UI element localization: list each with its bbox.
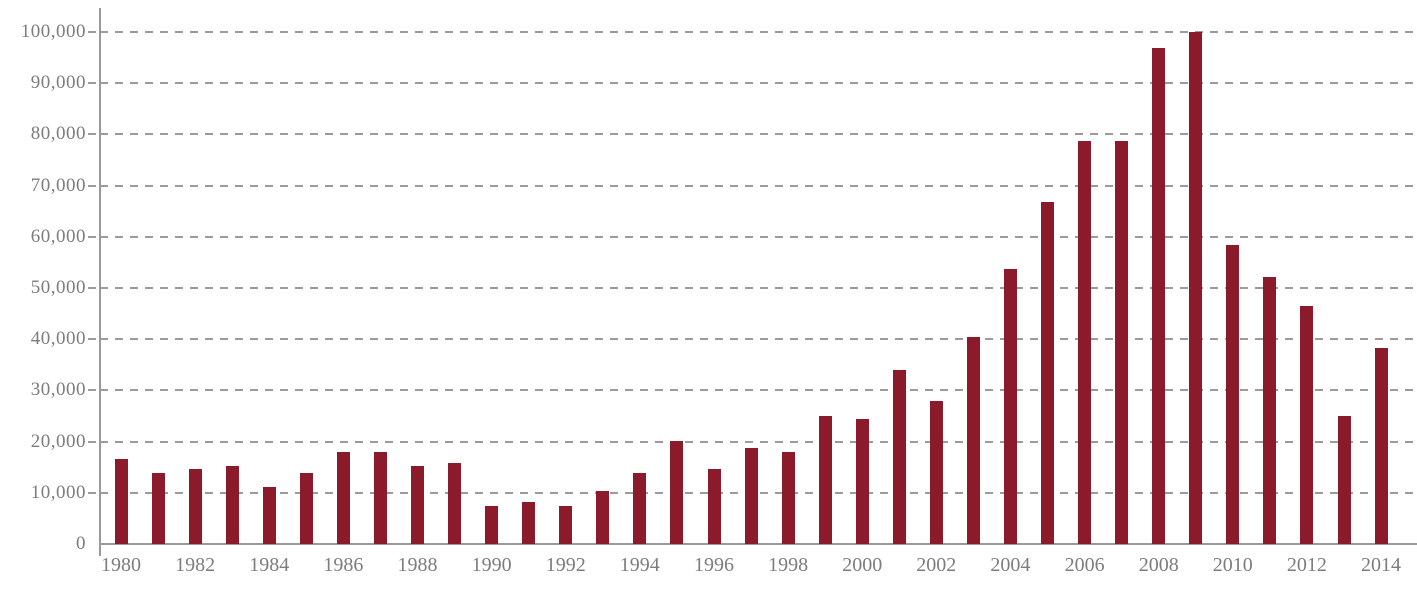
bar-1985 [299, 472, 313, 544]
bar-2000 [855, 419, 869, 544]
gridline [100, 287, 1417, 289]
x-axis-label: 2010 [1212, 554, 1253, 576]
bar-1992 [559, 506, 573, 544]
bar-2005 [1041, 201, 1054, 544]
y-axis-tick [88, 338, 96, 341]
x-axis-label: 2008 [1138, 554, 1179, 576]
y-axis-line [99, 8, 101, 556]
x-axis-label: 1994 [619, 554, 660, 576]
bar-2012 [1300, 305, 1314, 544]
bar-2014 [1374, 348, 1388, 544]
y-axis-tick [88, 31, 96, 33]
gridline [100, 491, 1417, 494]
x-axis-label: 1984 [249, 554, 290, 576]
x-axis-label: 1980 [101, 554, 141, 576]
bar-1996 [707, 469, 721, 544]
y-axis-tick [88, 235, 96, 238]
y-axis-label: 0 [76, 533, 86, 554]
bar-1987 [373, 451, 387, 544]
y-axis-label: 50,000 [30, 277, 86, 298]
bar-1988 [411, 466, 424, 544]
bar-1984 [262, 487, 276, 544]
bar-2010 [1226, 245, 1240, 544]
bar-1995 [670, 441, 684, 544]
bar-2011 [1263, 277, 1277, 544]
bar-1999 [818, 416, 832, 544]
y-axis-label: 30,000 [30, 379, 86, 401]
x-axis-label: 2006 [1064, 554, 1105, 576]
bar-2003 [966, 337, 980, 544]
gridline [100, 235, 1417, 238]
bar-1994 [633, 472, 647, 544]
gridline [100, 133, 1417, 136]
gridline [100, 82, 1417, 85]
y-axis-tick [88, 389, 96, 392]
gridline [100, 31, 1417, 33]
gridline [100, 389, 1417, 392]
bar-1983 [225, 466, 239, 544]
bar-1981 [151, 472, 165, 544]
y-axis-tick [88, 440, 96, 443]
bar-2004 [1003, 269, 1017, 544]
x-axis-label: 1986 [323, 554, 364, 576]
bar-1982 [188, 469, 202, 544]
bar-2008 [1152, 48, 1166, 544]
y-axis-tick [88, 133, 96, 136]
x-axis-label: 2004 [990, 554, 1031, 576]
x-axis-label: 1982 [175, 554, 216, 576]
y-axis-label: 10,000 [30, 481, 86, 503]
y-axis-tick [88, 82, 96, 85]
y-axis-tick [88, 491, 96, 494]
y-axis-label: 90,000 [30, 72, 86, 94]
x-axis-label: 2014 [1361, 554, 1401, 576]
bar-1991 [522, 501, 536, 544]
x-axis-label: 1998 [768, 554, 809, 576]
bar-1980 [114, 458, 128, 544]
y-axis-label: 20,000 [30, 430, 86, 452]
bar-1993 [596, 490, 610, 544]
bar-1990 [485, 506, 499, 544]
x-axis-label: 1992 [545, 554, 586, 576]
y-axis-tick [88, 184, 96, 187]
bar-2006 [1078, 141, 1092, 544]
bar-2002 [929, 401, 943, 544]
bar-2013 [1337, 415, 1351, 544]
x-axis-label: 2002 [916, 554, 957, 576]
x-axis-label: 1988 [397, 554, 438, 576]
x-axis-label: 1990 [471, 554, 512, 576]
bar-1998 [781, 451, 795, 544]
bar-1989 [448, 463, 461, 544]
y-axis-label: 60,000 [30, 225, 86, 247]
gridline [100, 338, 1417, 341]
bar-2009 [1189, 32, 1203, 544]
y-axis-label: 100,000 [20, 21, 86, 42]
y-axis-tick [88, 287, 96, 289]
y-axis-label: 80,000 [30, 123, 86, 145]
gridline [100, 184, 1417, 187]
x-axis-line [100, 543, 1417, 545]
gridline [100, 440, 1417, 443]
bar-2007 [1115, 141, 1129, 544]
y-axis-label: 70,000 [30, 174, 86, 196]
bar-1997 [744, 448, 758, 544]
y-axis-label: 40,000 [30, 328, 86, 350]
x-axis-label: 2000 [842, 554, 883, 576]
bar-2001 [892, 369, 906, 544]
x-axis-label: 1996 [694, 554, 734, 576]
x-axis-label: 2012 [1286, 554, 1327, 576]
bar-1986 [336, 451, 350, 544]
